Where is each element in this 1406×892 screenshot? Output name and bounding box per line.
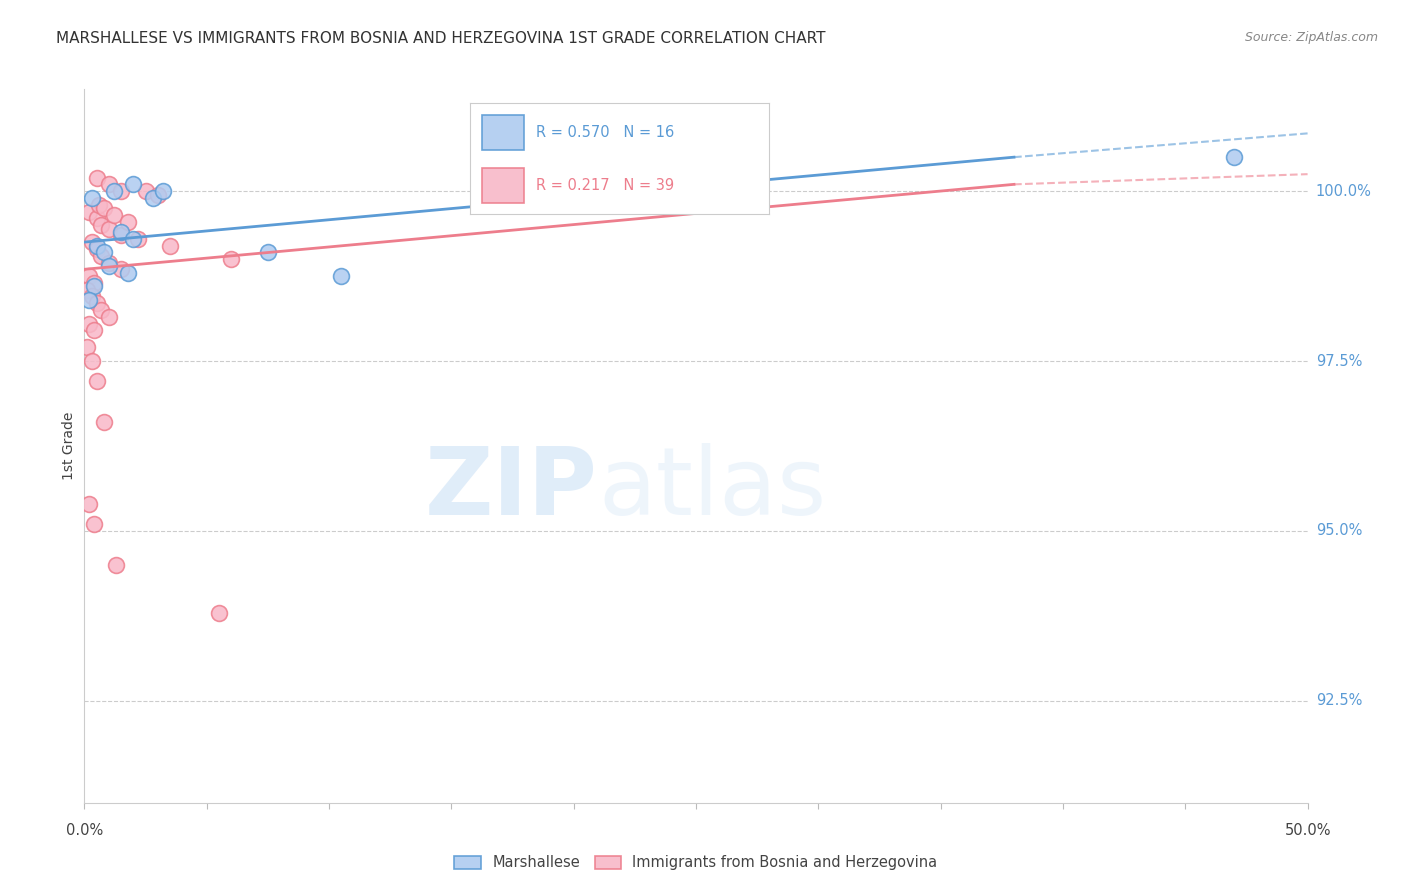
Point [77,293,100,307]
Text: MARSHALLESE VS IMMIGRANTS FROM BOSNIA AND HERZEGOVINA 1ST GRADE CORRELATION CHAR: MARSHALLESE VS IMMIGRANTS FROM BOSNIA AN… [56,31,825,46]
Point [86,238,108,252]
Point [77,497,100,511]
Text: 95.0%: 95.0% [1316,524,1362,539]
Point [77,204,100,219]
Text: ZIP: ZIP [425,442,598,535]
Point [97,221,120,235]
Point [219,252,242,266]
Point [330,269,353,284]
Point [257,245,280,260]
Point [86,375,108,389]
Point [80,235,103,249]
Point [76,341,98,355]
Point [77,269,100,284]
Point [146,187,169,202]
Point [86,296,108,310]
Point [93,245,115,260]
Point [83,279,105,293]
Point [83,517,105,532]
Point [86,170,108,185]
Point [122,178,145,192]
Point [97,259,120,273]
Point [110,184,132,198]
Point [93,415,115,429]
Text: Source: ZipAtlas.com: Source: ZipAtlas.com [1244,31,1378,45]
Point [117,215,139,229]
Point [110,225,132,239]
Point [1223,150,1246,164]
Point [105,558,128,572]
Point [76,283,98,297]
Point [90,218,112,232]
Point [208,606,231,620]
Point [117,266,139,280]
Y-axis label: 1st Grade: 1st Grade [62,412,76,480]
Point [110,262,132,277]
Point [159,238,181,252]
Point [127,232,149,246]
Point [87,198,110,212]
Point [142,191,165,205]
Point [152,184,174,198]
Point [122,232,145,246]
Text: 92.5%: 92.5% [1316,693,1362,708]
Point [90,249,112,263]
Point [97,310,120,324]
Text: 0.0%: 0.0% [66,823,103,838]
Point [83,276,105,290]
Point [86,242,108,256]
Point [135,184,157,198]
Point [80,354,103,368]
Text: 50.0%: 50.0% [1284,823,1331,838]
Point [97,178,120,192]
Point [77,317,100,331]
Point [80,289,103,303]
Point [80,191,103,205]
Point [83,323,105,337]
Legend: Marshallese, Immigrants from Bosnia and Herzegovina: Marshallese, Immigrants from Bosnia and … [447,848,945,878]
Point [90,303,112,318]
Point [103,208,125,222]
Point [103,184,125,198]
Point [97,255,120,269]
Point [93,201,115,215]
Point [110,228,132,243]
Text: atlas: atlas [598,442,827,535]
Text: 97.5%: 97.5% [1316,353,1362,368]
Text: 100.0%: 100.0% [1316,184,1372,199]
Point [86,211,108,226]
